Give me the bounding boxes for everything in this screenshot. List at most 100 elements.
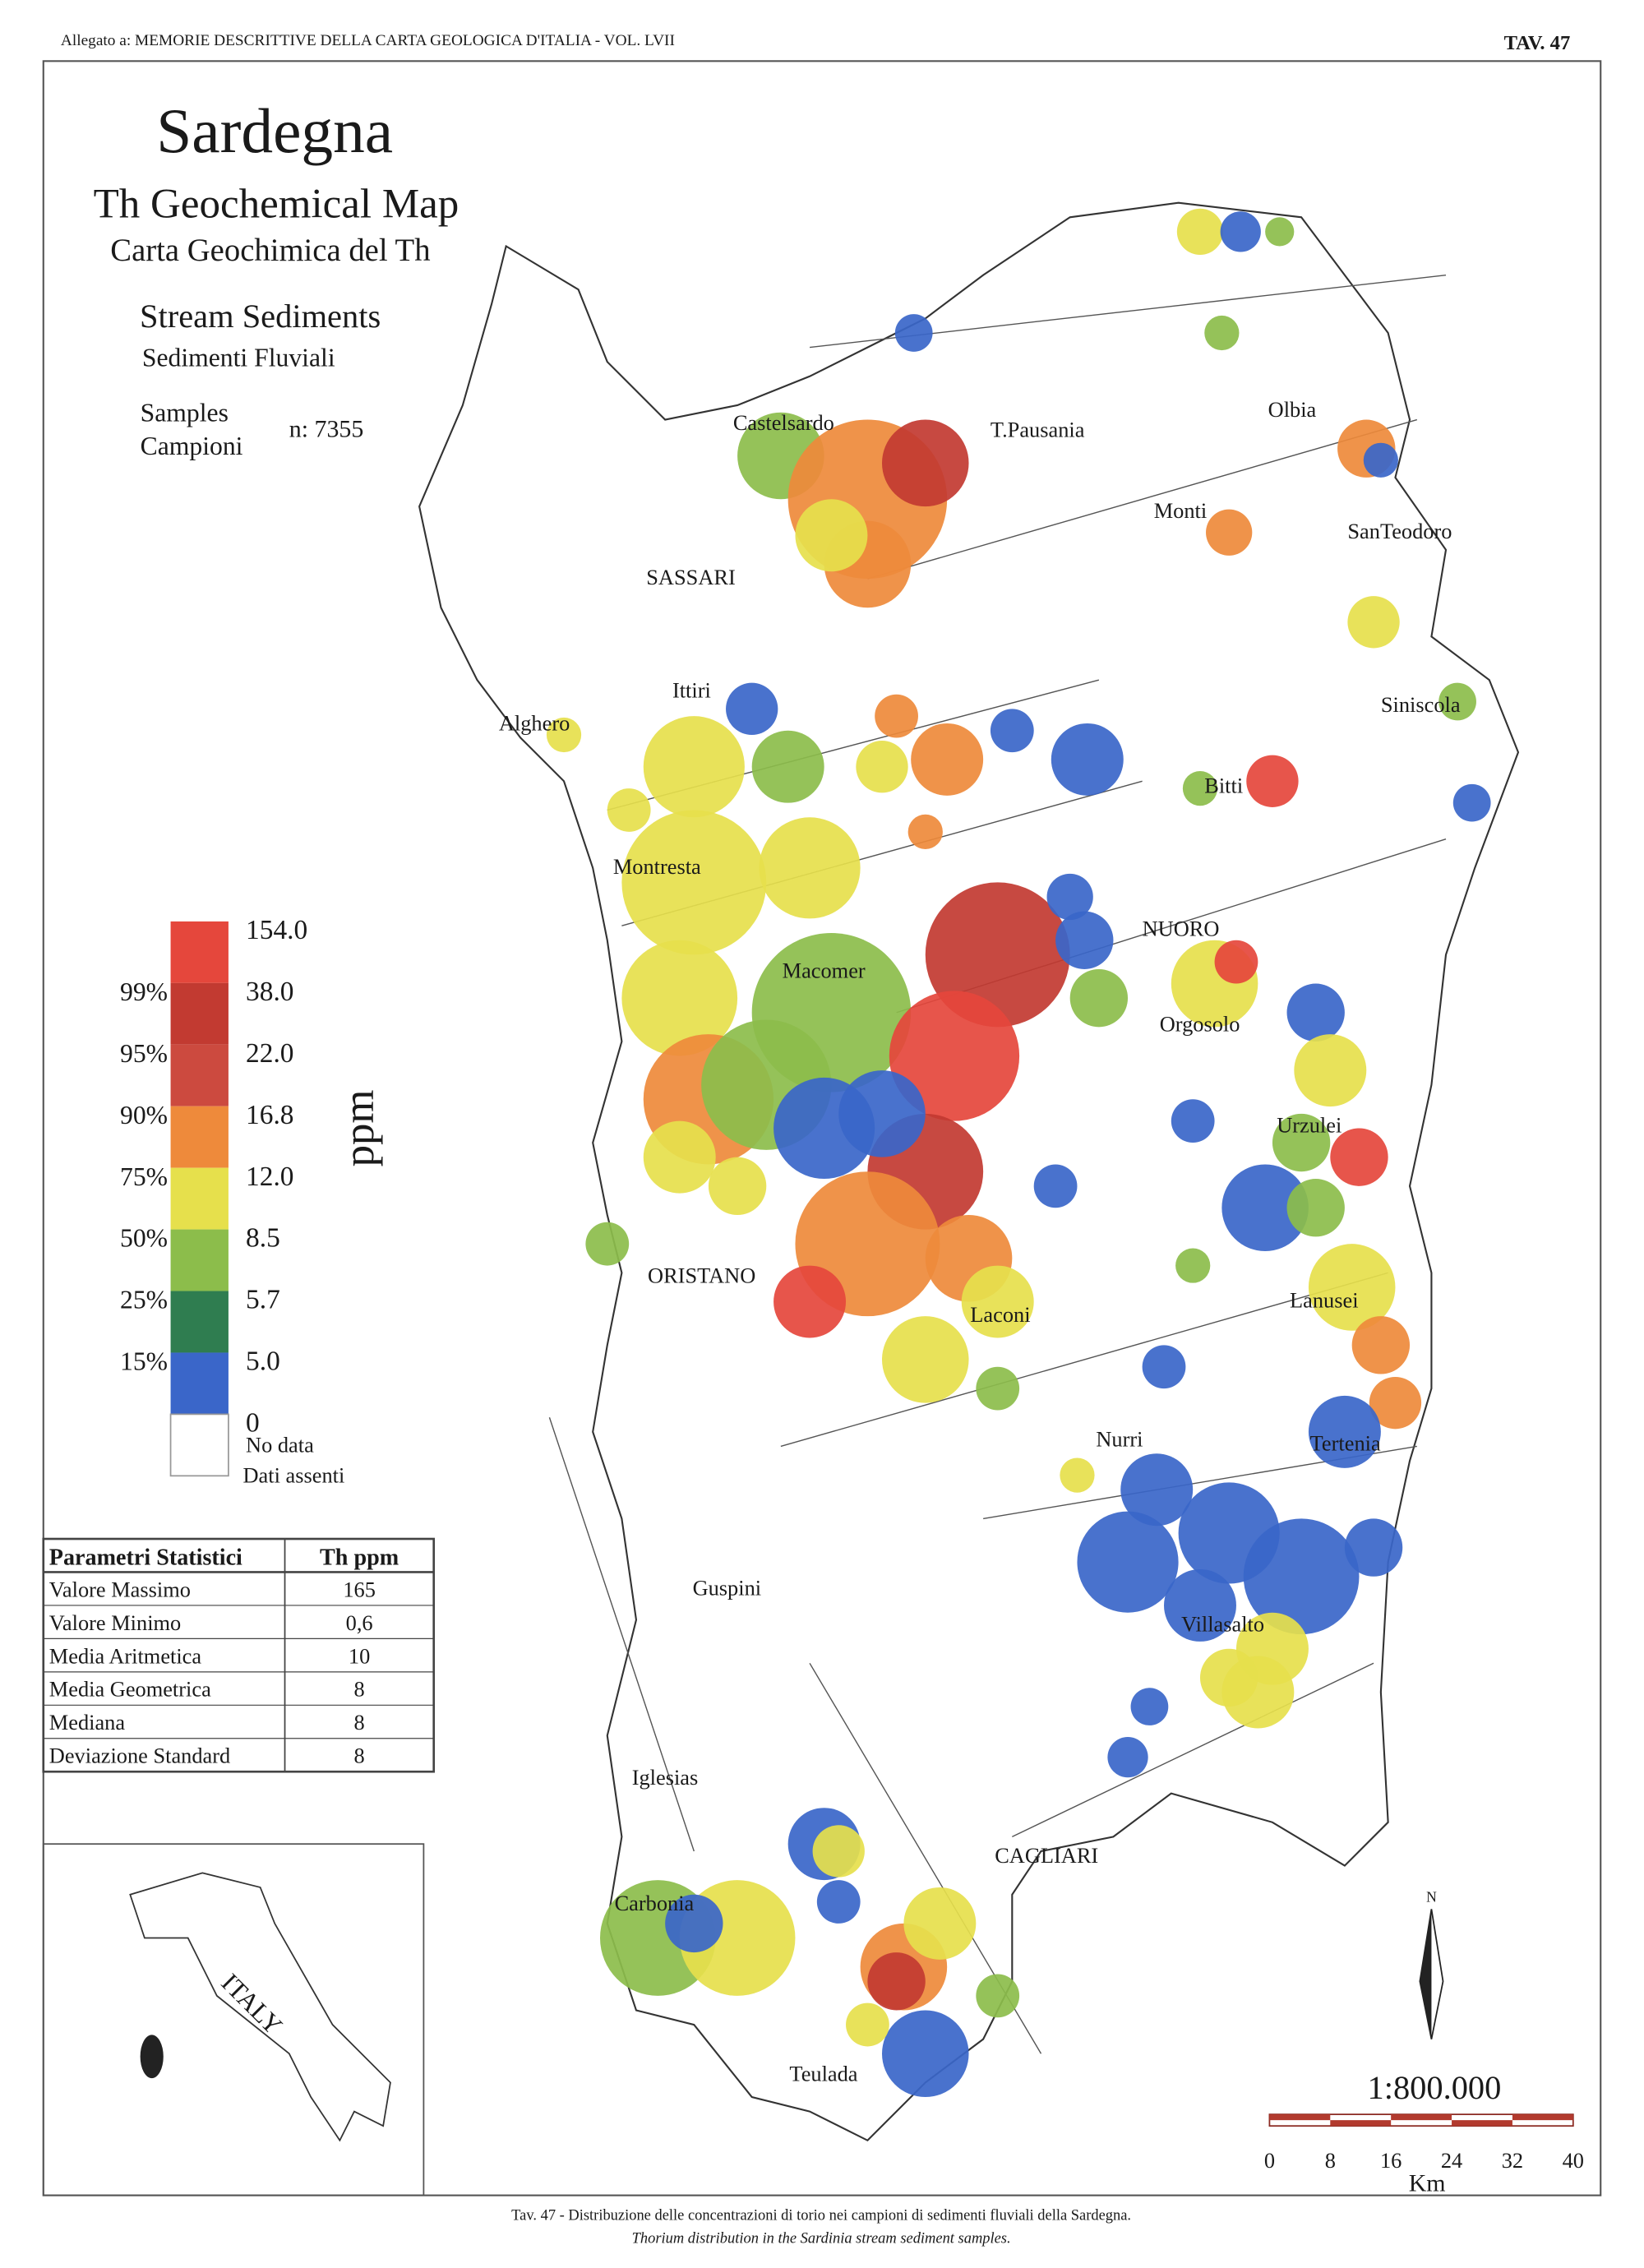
- legend-percentile: 99%: [120, 977, 168, 1006]
- legend-value: 154.0: [246, 915, 307, 945]
- place-name: Siniscola: [1381, 692, 1461, 717]
- blob: [1130, 1688, 1169, 1725]
- place-name: Alghero: [499, 711, 570, 736]
- blob: [881, 419, 969, 507]
- place-name: Villasalto: [1181, 1612, 1264, 1637]
- blob: [1246, 755, 1299, 807]
- place-name: Castelsardo: [733, 410, 834, 435]
- place-name: Olbia: [1268, 397, 1317, 422]
- blob: [1294, 1034, 1367, 1107]
- table-header: Parametri Statistici: [49, 1545, 242, 1571]
- legend-value: 5.7: [246, 1285, 280, 1315]
- table-value: 10: [349, 1643, 370, 1668]
- legend-value: 38.0: [246, 977, 293, 1007]
- blob: [585, 1222, 630, 1266]
- blob: [856, 741, 908, 793]
- legend-swatch: [169, 1413, 229, 1477]
- blob: [911, 723, 984, 796]
- place-name: Laconi: [970, 1302, 1030, 1327]
- legend-percentile: 90%: [120, 1101, 168, 1129]
- place-name: Ittiri: [672, 677, 711, 702]
- blob: [643, 716, 745, 818]
- subtitle: Th Geochemical Map: [94, 181, 459, 227]
- blob: [1214, 940, 1258, 984]
- legend-value: 16.8: [246, 1100, 293, 1130]
- blob: [903, 1887, 977, 1960]
- legend-unit: ppm: [335, 1090, 383, 1167]
- legend-no-data: No data: [246, 1432, 314, 1457]
- legend-value: 0: [246, 1408, 260, 1439]
- legend-value: 5.0: [246, 1346, 280, 1377]
- legend-swatch: [170, 1167, 229, 1230]
- place-name: Iglesias: [632, 1765, 699, 1790]
- header-right: TAV. 47: [1504, 32, 1571, 54]
- blob: [875, 694, 918, 738]
- north-label: N: [1426, 1889, 1437, 1905]
- place-name: T.Pausania: [991, 418, 1085, 442]
- legend-percentile: 15%: [120, 1347, 168, 1376]
- blob: [665, 1894, 723, 1953]
- concentration-areas: [546, 208, 1491, 2098]
- scale-segment: [1330, 2120, 1392, 2127]
- table-label: Media Aritmetica: [49, 1643, 202, 1668]
- blob: [846, 2002, 889, 2047]
- place-name: Orgosolo: [1160, 1012, 1240, 1037]
- blob: [1369, 1377, 1422, 1430]
- scale-tick-label: 40: [1563, 2148, 1584, 2173]
- blob: [726, 682, 778, 736]
- north-arrow: [1419, 1909, 1444, 2039]
- place-name: Urzulei: [1277, 1113, 1342, 1138]
- blob: [1265, 217, 1295, 247]
- title: Sardegna: [156, 95, 393, 166]
- place-name: Tertenia: [1310, 1431, 1381, 1456]
- legend-swatch: [170, 1106, 229, 1168]
- table-label: Deviazione Standard: [49, 1744, 230, 1768]
- table-header: Th ppm: [320, 1545, 399, 1571]
- frame: [42, 60, 1602, 2196]
- scale-tick-label: 16: [1380, 2148, 1402, 2173]
- samples: Samples: [141, 398, 229, 427]
- fault-lines: [548, 274, 1447, 2054]
- legend-value: 8.5: [246, 1223, 280, 1254]
- scale-unit: Km: [1409, 2169, 1446, 2196]
- blob: [1206, 509, 1253, 556]
- place-name: SASSARI: [646, 565, 735, 589]
- blob: [1308, 1395, 1381, 1468]
- blob: [925, 882, 1070, 1028]
- blob: [1182, 770, 1218, 806]
- blob: [1221, 1164, 1309, 1251]
- blob: [795, 499, 868, 572]
- blob: [1347, 596, 1400, 649]
- table-value: 8: [354, 1710, 365, 1734]
- blob: [881, 2010, 969, 2098]
- scale-tick-label: 24: [1441, 2148, 1462, 2173]
- place-name: Macomer: [783, 958, 866, 983]
- sample-count: n: 7355: [289, 416, 364, 443]
- blob: [1176, 208, 1224, 256]
- scale-segment: [1512, 2114, 1573, 2121]
- scale-segment: [1391, 2114, 1452, 2121]
- blob: [546, 717, 582, 753]
- place-name: Carbonia: [615, 1891, 695, 1915]
- place-name: Guspini: [693, 1576, 762, 1601]
- blob: [1330, 1128, 1388, 1186]
- place-name: Montresta: [613, 854, 701, 879]
- media-it: Sedimenti Fluviali: [142, 343, 335, 372]
- blob: [759, 817, 861, 919]
- header-left: Allegato a: MEMORIE DESCRITTIVE DELLA CA…: [61, 32, 675, 49]
- legend-percentile: 95%: [120, 1039, 168, 1068]
- blob: [1286, 1179, 1345, 1237]
- caption-en: Thorium distribution in the Sardinia str…: [632, 2230, 1011, 2247]
- legend-swatch: [170, 1044, 229, 1106]
- blob: [1142, 1345, 1186, 1389]
- blob: [1243, 1518, 1360, 1635]
- place-name: SanTeodoro: [1347, 519, 1452, 543]
- table-value: 8: [354, 1677, 365, 1702]
- scale-ratio: 1:800.000: [1367, 2069, 1501, 2106]
- table-value: 8: [354, 1744, 365, 1768]
- table-label: Media Geometrica: [49, 1677, 211, 1702]
- blob: [976, 1366, 1020, 1411]
- blob: [812, 1825, 865, 1878]
